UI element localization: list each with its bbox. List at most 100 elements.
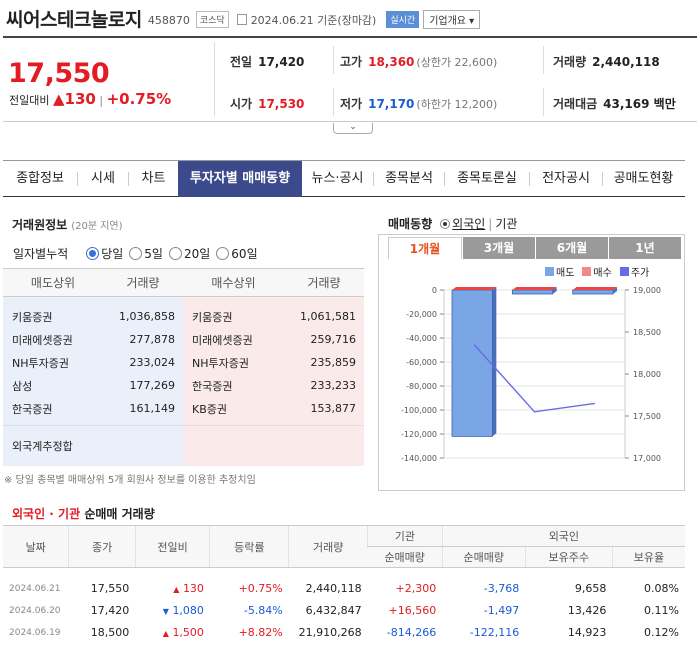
- tab-overview[interactable]: 종합정보: [16, 171, 64, 186]
- list-item: NH투자증권 235,859: [192, 356, 356, 370]
- low-price: 저가 17,170 (하한가 12,200): [340, 97, 498, 111]
- sell-bar-side: [552, 287, 557, 294]
- radio-foreign[interactable]: [440, 218, 451, 229]
- net-trade-table: 날짜 종가 전일비 등락률 거래량 기관 외국인 순매매량 순매매량 보유주수 …: [3, 525, 685, 644]
- realtime-button[interactable]: 실시간: [386, 11, 420, 28]
- quote-date: 2024.06.21 기준(장마감): [250, 13, 377, 27]
- delay-note: (20분 지연): [71, 221, 123, 232]
- tab-news[interactable]: 뉴스·공시: [311, 171, 364, 186]
- option-institution-label[interactable]: 기관: [495, 217, 518, 231]
- period-label: 일자별누적: [13, 247, 69, 261]
- table-row: 2024.06.20 17,420 ▼ 1,080 -5.84% 6,432,8…: [9, 604, 679, 617]
- stock-header: 씨어스테크놀로지 458870 코스닥 2024.06.21 기준(장마감) 실…: [6, 6, 481, 31]
- list-item: 한국증권 161,149: [12, 402, 175, 416]
- price-line: [473, 344, 595, 413]
- stock-code: 458870: [147, 13, 190, 27]
- y-left-tick-label: -100,000: [401, 406, 437, 415]
- calendar-icon: [236, 14, 247, 25]
- tab-discussion[interactable]: 종목토론실: [457, 171, 517, 186]
- change-percent: +0.75%: [106, 90, 172, 108]
- flow-chart: 0 -20,000 -40,000 -60,000 -80,000 -100,000 -12…: [401, 286, 661, 463]
- list-item: KB증권 153,877: [192, 402, 356, 416]
- main-tabs: 종합정보 시세 차트 투자자별 매매동향 뉴스·공시 종목분석 종목토론실 전자…: [3, 160, 685, 197]
- flow-chart-box: [378, 234, 685, 491]
- broker-table: 매도상위 거래량 매수상위 거래량 키움증권 1,036,858 미래에셋증권 27…: [3, 268, 364, 466]
- sell-bar-side: [492, 287, 497, 437]
- flow-title: 매매동향: [388, 217, 433, 231]
- y-right-tick-label: 18,000: [633, 370, 661, 379]
- y-right-tick-label: 18,500: [633, 328, 661, 337]
- tab-analysis[interactable]: 종목분석: [385, 171, 433, 186]
- tab-6month[interactable]: 6개월: [536, 237, 608, 259]
- tab-price[interactable]: 시세: [91, 171, 115, 186]
- y-right-tick-label: 19,000: [633, 286, 661, 295]
- high-price: 고가 18,360 (상한가 22,600): [340, 55, 498, 69]
- prev-close: 전일 17,420: [230, 55, 305, 69]
- table-row: 2024.06.19 18,500 ▲ 1,500 +8.82% 21,910,…: [9, 626, 679, 639]
- divider: [333, 46, 334, 74]
- list-item: NH투자증권 233,024: [12, 356, 175, 370]
- buy-bar-edge: [452, 287, 497, 290]
- company-info-dropdown[interactable]: 기업개요 ▾: [423, 10, 481, 29]
- y-left-tick-label: -20,000: [406, 310, 437, 319]
- radio-today[interactable]: 당일: [86, 245, 123, 262]
- tab-1year[interactable]: 1년: [609, 237, 681, 259]
- company-name: 씨어스테크놀로지: [6, 8, 142, 31]
- chevron-down-icon: ⌄: [349, 122, 357, 132]
- tab-disclosure[interactable]: 전자공시: [542, 171, 590, 186]
- broker-table-header: 매도상위 거래량 매수상위 거래량: [3, 268, 364, 297]
- legend-sell: 매도: [545, 264, 578, 279]
- chart-legend: 매도 매수 주가: [545, 264, 657, 279]
- y-left-tick-label: -120,000: [401, 430, 437, 439]
- sell-bar: [572, 289, 614, 295]
- sell-bar-side: [613, 287, 617, 294]
- radio-5day[interactable]: 5일: [129, 245, 163, 262]
- price-info-box: [3, 36, 697, 122]
- foreign-estimate-label: 외국계추정합: [12, 440, 73, 453]
- period-selector: 일자별누적 당일 5일 20일 60일: [13, 245, 264, 262]
- list-item: 키움증권 1,061,581: [192, 310, 356, 324]
- tab-investor-trading[interactable]: 투자자별 매매동향: [178, 161, 302, 197]
- tab-1month[interactable]: 1개월: [388, 237, 462, 259]
- buy-bar-edge: [572, 287, 617, 290]
- volume: 거래량 2,440,118: [553, 55, 660, 69]
- open-price: 시가 17,530: [230, 97, 305, 111]
- net-trade-title: 외국인 · 기관 순매매 거래량: [12, 507, 155, 521]
- flow-header: 매매동향 외국인 | 기관: [388, 216, 518, 232]
- legend-buy: 매수: [582, 264, 615, 279]
- legend-price: 주가: [619, 264, 653, 279]
- tab-chart[interactable]: 차트: [141, 171, 166, 186]
- list-item: 키움증권 1,036,858: [12, 310, 175, 324]
- trade-amount: 거래대금 43,169 백만: [553, 97, 676, 111]
- table-row: 2024.06.21 17,550 ▲ 130 +0.75% 2,440,118…: [9, 582, 679, 595]
- buy-bar-edge: [512, 287, 557, 290]
- list-item: 한국증권 233,233: [192, 379, 356, 393]
- y-left-tick-label: -80,000: [406, 382, 437, 391]
- chart-period-tabs: 1개월 3개월 6개월 1년: [388, 237, 682, 259]
- y-left-tick-label: 0: [432, 286, 437, 295]
- change-label: 전일대비: [9, 94, 50, 107]
- buy-top-list: 키움증권 1,061,581 미래에셋증권 259,716 NH투자증권 235,85…: [183, 297, 364, 466]
- divider: [543, 46, 544, 74]
- radio-60day[interactable]: 60일: [216, 245, 258, 262]
- expand-toggle[interactable]: ⌄: [333, 123, 373, 134]
- sell-bar: [451, 289, 493, 437]
- list-item: 삼성 177,269: [12, 379, 175, 393]
- market-badge: 코스닥: [195, 11, 229, 28]
- option-foreign-label[interactable]: 외국인: [452, 217, 486, 231]
- y-left-tick-label: -60,000: [406, 358, 437, 367]
- divider: [333, 88, 334, 116]
- radio-20day[interactable]: 20일: [168, 245, 210, 262]
- sell-bar: [511, 289, 554, 295]
- broker-section-title: 거래원정보 (20분 지연): [12, 218, 123, 232]
- tab-3month[interactable]: 3개월: [463, 237, 535, 259]
- broker-footnote: ※ 당일 종목별 매매상위 5개 회원사 정보를 이용한 추정치임: [4, 475, 256, 486]
- y-left-tick-label: -140,000: [401, 454, 437, 463]
- price-change: 전일대비 ▲130 | +0.75%: [9, 90, 172, 108]
- divider: [543, 88, 544, 116]
- y-right-tick-label: 17,500: [633, 412, 661, 421]
- sell-top-list: 키움증권 1,036,858 미래에셋증권 277,878 NH투자증권 233,02…: [3, 297, 183, 466]
- tab-short-selling[interactable]: 공매도현황: [613, 171, 674, 186]
- list-item: 미래에셋증권 277,878: [12, 333, 175, 347]
- current-price: 17,550: [8, 58, 110, 89]
